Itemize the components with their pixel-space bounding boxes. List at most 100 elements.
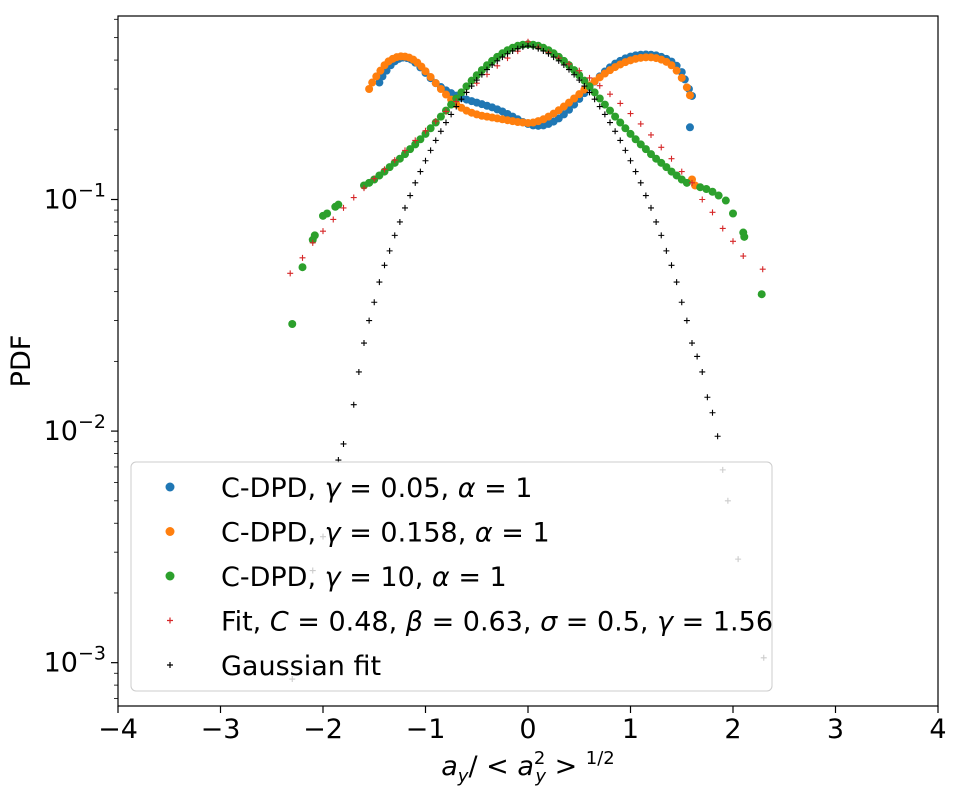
data-point bbox=[658, 144, 665, 151]
data-point bbox=[453, 98, 460, 105]
data-point bbox=[365, 85, 374, 94]
data-point bbox=[463, 89, 470, 96]
legend-label-part: = 1 bbox=[493, 518, 550, 549]
y-tick-label: 10−1 bbox=[44, 180, 106, 216]
data-point bbox=[412, 137, 419, 144]
legend-label-part: C-DPD, bbox=[221, 518, 325, 549]
data-point bbox=[417, 168, 424, 175]
x-tick-label: 4 bbox=[929, 714, 946, 745]
x-tick-label: −1 bbox=[406, 714, 446, 745]
x-label-close: > bbox=[546, 751, 586, 782]
data-point bbox=[436, 112, 445, 121]
data-point bbox=[298, 263, 307, 272]
data-point bbox=[473, 77, 480, 84]
legend-marker bbox=[165, 571, 175, 581]
data-point bbox=[376, 279, 383, 286]
data-point bbox=[606, 106, 614, 115]
data-point bbox=[401, 150, 409, 159]
data-point bbox=[611, 112, 620, 121]
data-point bbox=[759, 266, 766, 273]
data-point bbox=[462, 82, 471, 91]
data-point bbox=[407, 192, 414, 199]
x-label-sub-y2: y bbox=[534, 766, 546, 787]
legend-label-part: γ bbox=[325, 562, 343, 593]
data-point bbox=[525, 43, 531, 50]
data-point bbox=[678, 168, 685, 175]
data-point bbox=[320, 228, 326, 235]
data-point bbox=[678, 299, 685, 306]
data-point bbox=[443, 108, 449, 115]
data-point bbox=[391, 232, 398, 239]
legend-label-part: = 1 bbox=[450, 562, 507, 593]
data-point bbox=[714, 191, 723, 200]
x-label-exponent: 1/2 bbox=[586, 748, 615, 769]
data-point bbox=[699, 368, 706, 375]
data-point bbox=[617, 137, 624, 144]
data-point bbox=[406, 145, 415, 154]
data-point bbox=[648, 204, 654, 211]
data-point bbox=[340, 204, 347, 211]
data-point bbox=[330, 216, 337, 223]
data-point bbox=[600, 100, 609, 109]
data-point bbox=[427, 147, 434, 154]
data-point bbox=[323, 209, 332, 218]
data-point bbox=[653, 218, 660, 225]
data-point bbox=[432, 118, 439, 125]
y-tick-base: 10 bbox=[44, 185, 78, 216]
data-point bbox=[436, 85, 445, 94]
data-point bbox=[386, 247, 393, 254]
legend-label: C-DPD, γ = 0.158, α = 1 bbox=[221, 518, 550, 549]
data-point bbox=[585, 82, 594, 91]
data-point bbox=[555, 57, 562, 64]
data-point bbox=[426, 73, 435, 82]
legend: C-DPD, γ = 0.05, α = 1 C-DPD, γ = 0.158, … bbox=[130, 461, 773, 692]
legend-label: C-DPD, γ = 0.05, α = 1 bbox=[221, 473, 532, 504]
data-point bbox=[437, 128, 444, 135]
data-point bbox=[422, 157, 429, 164]
data-point bbox=[682, 83, 691, 92]
legend-marker bbox=[165, 527, 175, 536]
x-tick-label: 0 bbox=[519, 714, 536, 745]
x-label-a2: a bbox=[517, 751, 534, 782]
data-point bbox=[422, 127, 429, 134]
data-point bbox=[310, 231, 319, 240]
data-point bbox=[591, 96, 598, 103]
data-point bbox=[586, 89, 593, 96]
data-point bbox=[375, 78, 384, 87]
data-point bbox=[637, 120, 644, 127]
legend-label-part: α bbox=[432, 562, 450, 593]
data-point bbox=[467, 76, 476, 85]
data-point bbox=[740, 253, 747, 260]
legend-label-part: γ bbox=[657, 607, 675, 638]
x-tick-label: 3 bbox=[827, 714, 844, 745]
data-point bbox=[478, 71, 485, 78]
data-point bbox=[458, 96, 465, 103]
data-point bbox=[708, 187, 717, 196]
data-point bbox=[683, 317, 690, 324]
data-point bbox=[668, 262, 675, 269]
data-point bbox=[443, 119, 449, 126]
data-point bbox=[299, 254, 306, 261]
legend-label-part: γ bbox=[325, 473, 343, 504]
data-point bbox=[673, 279, 680, 286]
legend-label-part: σ bbox=[540, 607, 558, 638]
data-point bbox=[371, 175, 378, 182]
y-tick-exponent: −3 bbox=[78, 643, 106, 665]
y-tick-exponent: −2 bbox=[78, 411, 106, 433]
data-point bbox=[709, 209, 716, 216]
data-point bbox=[696, 183, 705, 192]
x-tick-label: −4 bbox=[98, 714, 138, 745]
data-point bbox=[694, 353, 701, 360]
data-point bbox=[494, 57, 501, 64]
data-point bbox=[477, 66, 486, 75]
data-point bbox=[575, 71, 584, 80]
y-tick-label: 10−2 bbox=[44, 411, 106, 447]
data-point bbox=[663, 247, 670, 254]
data-point bbox=[391, 157, 398, 164]
data-point bbox=[381, 166, 388, 173]
data-point bbox=[468, 83, 475, 90]
data-point bbox=[447, 100, 456, 109]
data-point bbox=[607, 91, 613, 98]
axes-layer: −4 −3 −2 −1 0 1 2 3 410−310−210−1 bbox=[44, 18, 947, 745]
